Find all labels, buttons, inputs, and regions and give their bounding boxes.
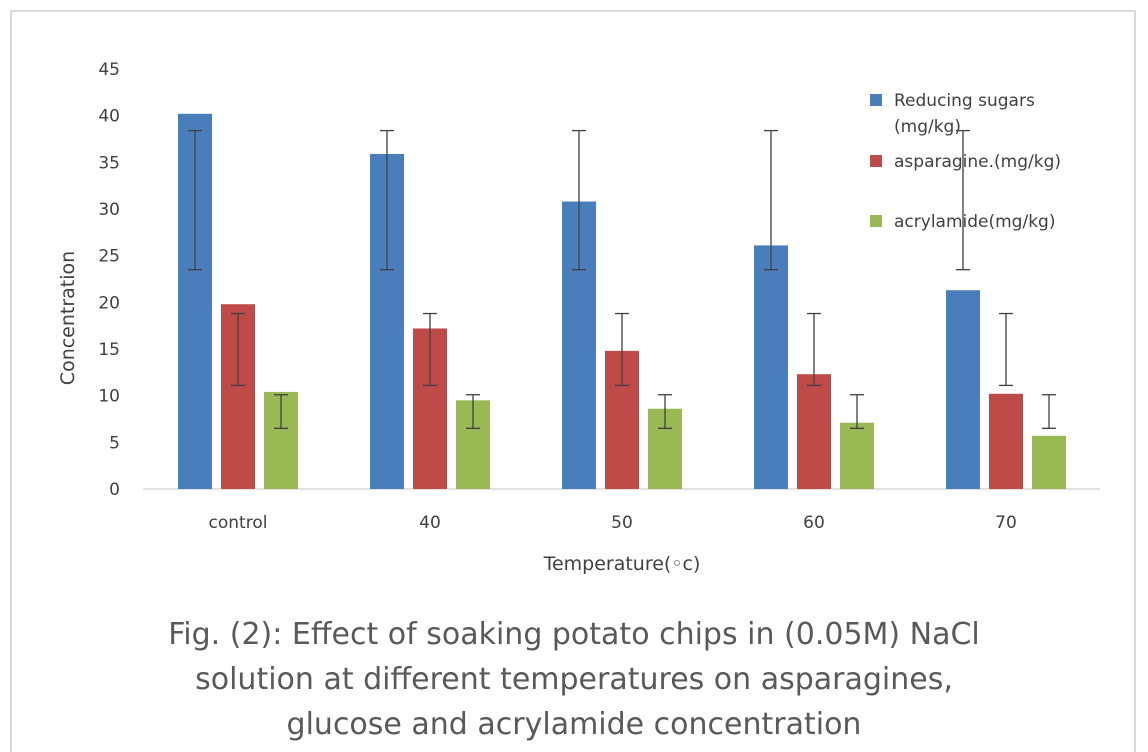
y-tick-label: 10 (98, 387, 120, 407)
x-tick-label: 60 (803, 513, 825, 533)
bar-chart: 0 5 10 15 20 25 30 35 40 45 control 40 50 60 70 Conce… (57, 60, 1100, 575)
chart-frame (10, 10, 1136, 752)
legend-swatch (870, 155, 882, 167)
error-bar (188, 129, 202, 271)
error-bar (231, 312, 245, 387)
x-tick-label: control (209, 513, 268, 533)
bar (840, 422, 874, 489)
x-tick-label: 70 (995, 513, 1017, 533)
y-tick-label: 30 (98, 200, 120, 220)
bar (754, 245, 788, 489)
error-bar (956, 129, 970, 271)
bar (797, 374, 831, 489)
error-bar (764, 129, 778, 271)
error-bar (274, 394, 288, 429)
error-bar (850, 394, 864, 429)
y-tick-label: 20 (98, 293, 120, 313)
y-tick-label: 15 (98, 340, 120, 360)
caption-line-2: solution at different temperatures on as… (195, 662, 953, 697)
error-bar (999, 312, 1013, 387)
error-bar (572, 129, 586, 271)
error-bar (615, 312, 629, 387)
x-tick-label: 50 (611, 513, 633, 533)
legend-label: asparagine.(mg/kg) (894, 152, 1061, 172)
error-bar (380, 129, 394, 271)
x-tick-label: 40 (419, 513, 441, 533)
bar (989, 393, 1023, 489)
legend-swatch (870, 215, 882, 227)
error-bars (188, 129, 1056, 429)
y-tick-label: 5 (109, 433, 120, 453)
legend-label: Reducing sugars (mg/kg) (894, 91, 1035, 137)
legend: Reducing sugars (mg/kg) asparagine.(mg/kg)… (870, 91, 1061, 232)
y-tick-label: 40 (98, 107, 120, 127)
y-axis-ticks: 0 5 10 15 20 25 30 35 40 45 (98, 60, 120, 500)
error-bar (1042, 394, 1056, 429)
x-axis-label: Temperature(◦c) (543, 553, 701, 575)
error-bar (807, 312, 821, 387)
y-tick-label: 35 (98, 153, 120, 173)
legend-label: acrylamide(mg/kg) (894, 212, 1055, 232)
y-tick-label: 25 (98, 247, 120, 267)
figure-caption: Fig. (2): Effect of soaking potato chips… (0, 612, 1148, 747)
error-bar (658, 394, 672, 429)
y-axis-label: Concentration (57, 251, 79, 385)
y-tick-label: 45 (98, 60, 120, 80)
bar (946, 290, 980, 489)
caption-line-3: glucose and acrylamide concentration (286, 707, 862, 742)
legend-swatch (870, 94, 882, 106)
y-tick-label: 0 (109, 480, 120, 500)
bars (178, 113, 1066, 490)
caption-line-1: Fig. (2): Effect of soaking potato chips… (168, 617, 980, 652)
error-bar (466, 394, 480, 429)
bar (1032, 435, 1066, 489)
error-bar (423, 312, 437, 387)
x-axis-ticks: control 40 50 60 70 (209, 513, 1017, 533)
